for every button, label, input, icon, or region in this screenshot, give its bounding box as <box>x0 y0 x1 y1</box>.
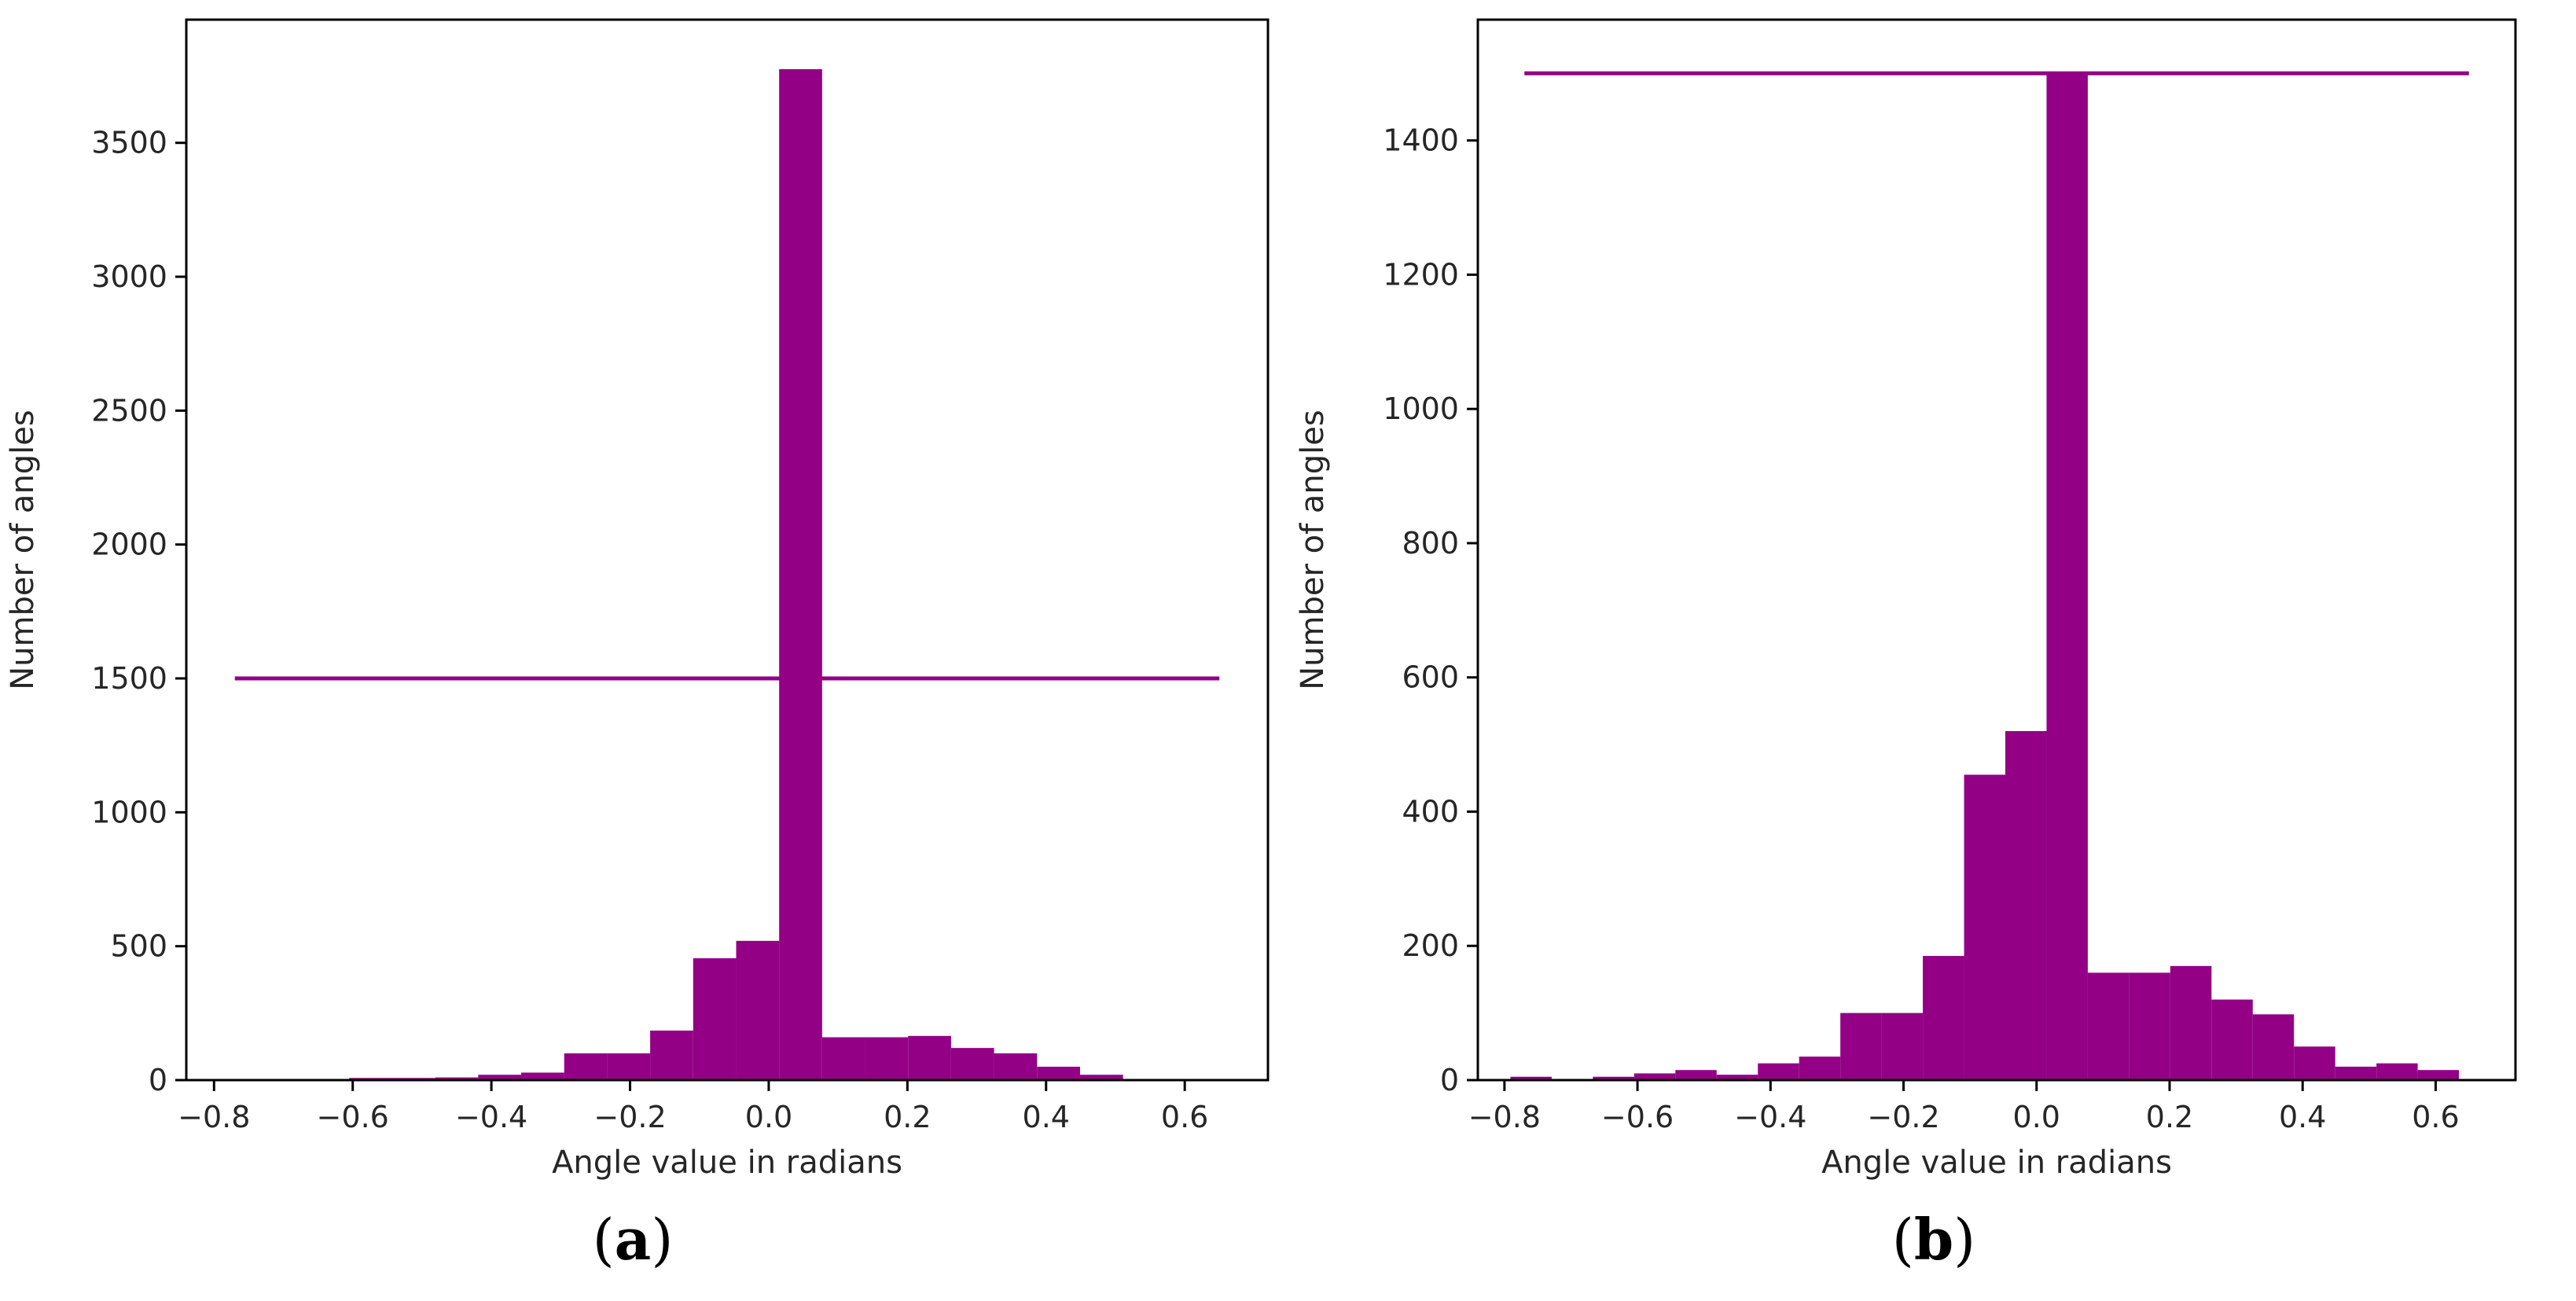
y-tick-label: 500 <box>110 929 167 964</box>
bar <box>2211 999 2253 1080</box>
y-tick-label: 2000 <box>91 527 167 562</box>
y-tick-label: 600 <box>1402 660 1459 695</box>
x-tick-label: 0.0 <box>2013 1100 2060 1134</box>
y-tick-label: 1400 <box>1383 123 1459 158</box>
bar <box>2417 1070 2460 1080</box>
bar <box>1799 1057 1841 1080</box>
bar <box>1840 1013 1882 1080</box>
bar <box>736 940 780 1080</box>
y-tick-label: 3500 <box>91 126 167 160</box>
bar <box>2252 1014 2295 1080</box>
chart-panel-b: −0.8 −0.6 −0.4 −0.2 0.0 0.2 0.4 0.6 0 200 400 600 80… <box>1295 18 2517 1273</box>
x-tick-label: −0.6 <box>1601 1100 1674 1134</box>
x-tick-label: −0.6 <box>317 1100 389 1134</box>
bar <box>2005 731 2047 1080</box>
y-tick-label: 2500 <box>91 393 167 428</box>
x-tick-label: −0.8 <box>178 1100 250 1134</box>
x-tick-label: 0.2 <box>884 1100 931 1134</box>
bar <box>2335 1066 2377 1080</box>
x-tick-label: −0.2 <box>1867 1100 1939 1134</box>
bar <box>1633 1073 1676 1080</box>
x-tick-label: 0.4 <box>2279 1100 2326 1134</box>
y-tick-label: 0 <box>149 1063 167 1097</box>
bar <box>650 1030 693 1080</box>
x-tick-label: −0.2 <box>593 1100 666 1134</box>
y-tick-label: 400 <box>1402 794 1459 829</box>
bar <box>1079 1075 1123 1080</box>
x-tick-label: 0.0 <box>745 1100 792 1134</box>
x-tick-label: −0.8 <box>1468 1100 1541 1134</box>
bar <box>607 1053 651 1080</box>
bar <box>1510 1076 1552 1080</box>
bar <box>1037 1066 1080 1080</box>
bar <box>1758 1063 1799 1080</box>
x-tick-label: 0.6 <box>2412 1100 2459 1134</box>
x-tick-label: 0.6 <box>1161 1100 1208 1134</box>
bar <box>908 1035 951 1080</box>
bar <box>1593 1076 1634 1080</box>
y-tick-label: 1500 <box>91 661 167 696</box>
bar <box>950 1048 994 1080</box>
plot-frame <box>185 18 1270 1082</box>
bar <box>1881 1013 1924 1080</box>
y-tick-label: 1200 <box>1383 257 1459 292</box>
y-tick-label: 200 <box>1402 928 1459 963</box>
y-tick-label: 1000 <box>91 795 167 829</box>
chart-panel-a: −0.8 −0.6 −0.4 −0.2 0.0 0.2 0.4 0.6 0 500 1000 1500… <box>5 18 1270 1273</box>
panel-label: (b) <box>1892 1206 1976 1273</box>
x-axis-label: Angle value in radians <box>552 1145 902 1181</box>
y-axis-label: Number of angles <box>5 410 41 689</box>
x-tick-label: 0.2 <box>2146 1100 2193 1134</box>
bar <box>865 1037 909 1080</box>
y-tick-label: 3000 <box>91 259 167 294</box>
bar <box>1716 1075 1758 1080</box>
x-tick-label: 0.4 <box>1023 1100 1070 1134</box>
y-tick-label: 1000 <box>1383 391 1459 426</box>
x-axis-label: Angle value in radians <box>1821 1145 2172 1181</box>
bar <box>779 69 822 1080</box>
bar <box>2087 972 2130 1080</box>
plot-frame <box>1476 18 2517 1082</box>
y-tick-label: 800 <box>1402 526 1459 560</box>
bar <box>994 1053 1038 1080</box>
bar <box>1923 956 1964 1080</box>
bar <box>435 1077 479 1080</box>
bar <box>521 1072 564 1080</box>
bar <box>1675 1070 1717 1080</box>
y-axis-label: Number of angles <box>1295 410 1331 689</box>
bar <box>2294 1046 2335 1080</box>
bar <box>2046 73 2088 1080</box>
bar <box>564 1053 608 1080</box>
bar <box>2170 965 2212 1080</box>
bar <box>821 1037 865 1080</box>
bar <box>1964 774 2005 1080</box>
panel-label: (a) <box>593 1206 674 1273</box>
bar <box>2129 972 2170 1080</box>
bar <box>693 958 737 1080</box>
bar <box>2376 1063 2418 1080</box>
y-tick-label: 0 <box>1440 1063 1459 1097</box>
bar <box>478 1075 522 1080</box>
x-tick-label: −0.4 <box>1734 1100 1806 1134</box>
x-tick-label: −0.4 <box>455 1100 527 1134</box>
